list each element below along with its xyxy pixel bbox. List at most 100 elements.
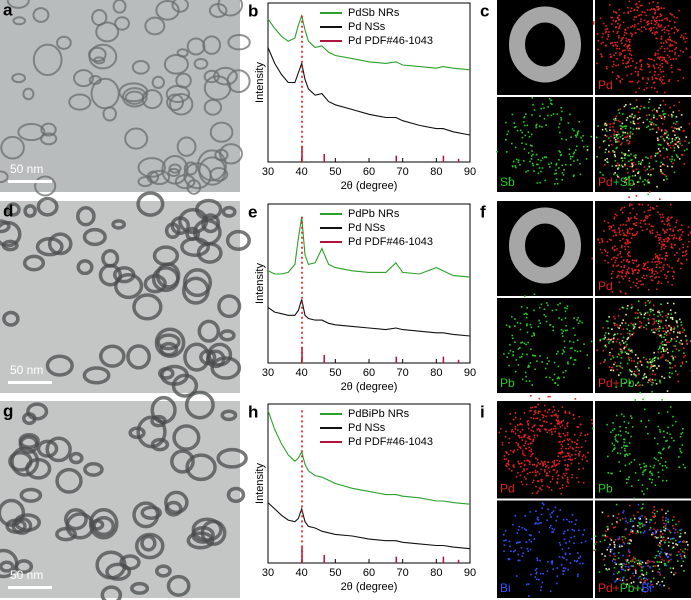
signal-dot (670, 317, 672, 319)
signal-dot (632, 25, 634, 27)
signal-dot (638, 128, 640, 130)
signal-dot (641, 574, 643, 576)
signal-dot (656, 368, 658, 370)
signal-dot (656, 264, 658, 266)
signal-dot (613, 129, 615, 131)
signal-dot (612, 422, 614, 424)
signal-dot (647, 125, 649, 127)
signal-dot (677, 532, 679, 534)
signal-dot (661, 249, 663, 251)
signal-dot (665, 277, 667, 279)
signal-dot (542, 573, 544, 575)
signal-dot (679, 319, 681, 321)
signal-dot (626, 75, 628, 77)
signal-dot (642, 399, 644, 401)
signal-dot (683, 38, 685, 40)
signal-dot (665, 130, 667, 132)
signal-dot (651, 122, 653, 124)
signal-dot (683, 347, 685, 349)
signal-dot (638, 370, 640, 372)
signal-dot (563, 533, 565, 535)
signal-dot (537, 412, 539, 414)
signal-dot (627, 47, 629, 49)
signal-dot (541, 514, 543, 516)
signal-dot (627, 542, 629, 544)
signal-dot (636, 233, 638, 235)
signal-dot (581, 542, 583, 544)
signal-dot (565, 468, 567, 470)
signal-dot (513, 551, 515, 553)
signal-dot (626, 353, 628, 355)
signal-dot (623, 337, 625, 339)
signal-dot (640, 222, 642, 224)
signal-dot (638, 504, 640, 506)
signal-dot (604, 159, 606, 161)
signal-dot (541, 126, 543, 128)
signal-dot (673, 440, 675, 442)
signal-dot (683, 570, 685, 572)
signal-dot (564, 428, 566, 430)
signal-dot (677, 30, 679, 32)
signal-dot (632, 262, 634, 264)
signal-dot (662, 269, 664, 271)
signal-dot (532, 104, 534, 106)
signal-dot (646, 572, 648, 574)
signal-dot (674, 139, 676, 141)
signal-dot (660, 543, 662, 545)
signal-dot (653, 506, 655, 508)
signal-dot (635, 164, 637, 166)
signal-dot (664, 563, 666, 565)
signal-dot (619, 430, 621, 432)
signal-dot (614, 172, 616, 174)
signal-dot (674, 128, 676, 130)
signal-dot (669, 56, 671, 58)
signal-dot (651, 534, 653, 536)
signal-dot (665, 40, 667, 42)
signal-dot (618, 28, 620, 30)
signal-dot (653, 128, 655, 130)
signal-dot (680, 343, 682, 345)
signal-dot (614, 151, 616, 153)
signal-dot (654, 509, 656, 511)
signal-dot (682, 551, 684, 553)
signal-dot (630, 520, 632, 522)
signal-dot (682, 363, 684, 365)
signal-dot (606, 424, 608, 426)
signal-dot (584, 434, 586, 436)
signal-dot (627, 522, 629, 524)
signal-dot (634, 26, 636, 28)
signal-dot (642, 230, 644, 232)
signal-dot (649, 129, 651, 131)
signal-dot (604, 564, 606, 566)
signal-dot (637, 530, 639, 532)
x-tick-label: 80 (430, 367, 442, 379)
signal-dot (562, 456, 564, 458)
signal-dot (653, 467, 655, 469)
signal-dot (658, 452, 660, 454)
signal-dot (604, 140, 606, 142)
signal-dot (521, 306, 523, 308)
signal-dot (516, 476, 518, 478)
signal-dot (592, 428, 594, 430)
signal-dot (609, 352, 611, 354)
signal-dot (681, 234, 683, 236)
signal-dot (611, 23, 613, 25)
signal-dot (664, 104, 666, 106)
signal-dot (640, 163, 642, 165)
signal-dot (669, 20, 671, 22)
signal-dot (617, 17, 619, 19)
signal-dot (654, 457, 656, 459)
signal-dot (515, 147, 517, 149)
signal-dot (644, 166, 646, 168)
signal-dot (602, 33, 604, 35)
signal-dot (644, 470, 646, 472)
signal-dot (603, 350, 605, 352)
signal-dot (534, 368, 536, 370)
signal-dot (562, 335, 564, 337)
signal-dot (641, 5, 643, 7)
signal-dot (551, 434, 553, 436)
signal-dot (513, 122, 515, 124)
signal-dot (648, 289, 650, 291)
signal-dot (644, 184, 646, 186)
signal-dot (547, 475, 549, 477)
